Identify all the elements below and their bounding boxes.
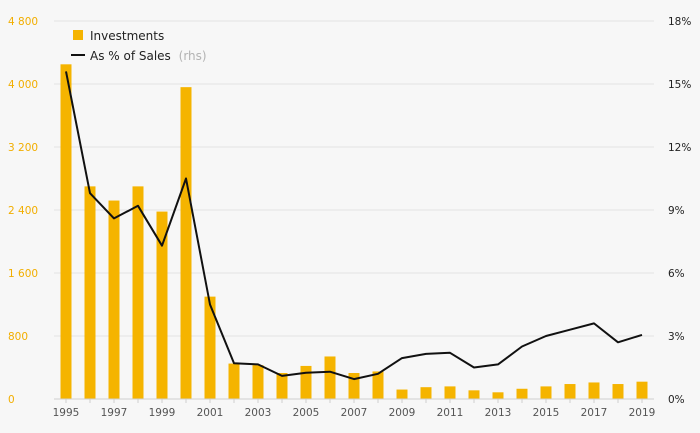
investment-bar	[372, 371, 384, 399]
investment-bar	[636, 381, 648, 399]
y-left-tick-label: 4 800	[8, 16, 38, 28]
x-tick-label: 2001	[197, 407, 224, 419]
investment-bar	[348, 373, 360, 399]
x-tick-label: 2011	[437, 407, 464, 419]
investment-bar	[180, 87, 192, 400]
y-right-tick-label: 6%	[668, 268, 685, 280]
x-tick-label: 2005	[293, 407, 320, 419]
investment-bar	[516, 388, 528, 399]
investment-bar	[60, 64, 72, 399]
investment-bar	[396, 389, 408, 399]
investment-bars	[60, 64, 648, 400]
legend-swatch-investments	[73, 30, 83, 40]
x-tick-label: 1997	[101, 407, 128, 419]
investment-bar	[276, 373, 288, 399]
y-right-tick-label: 3%	[668, 331, 685, 343]
investment-bar	[492, 392, 504, 399]
x-tick-label: 1999	[149, 407, 176, 419]
y-right-tick-label: 18%	[668, 16, 691, 28]
y-left-tick-label: 1 600	[8, 268, 38, 280]
x-tick-label: 2019	[629, 407, 656, 419]
investment-bar	[324, 356, 336, 399]
y-left-tick-label: 0	[8, 394, 15, 406]
investment-bar	[420, 387, 432, 399]
axes: 0 800 1 600 2 400 3 200 4 000 4 800 0% 3% 6% 9% 12%…	[8, 16, 691, 419]
x-tick-label: 2009	[389, 407, 416, 419]
legend-label-investments: Investments	[90, 29, 164, 43]
y-right-tick-label: 9%	[668, 205, 685, 217]
investment-bar	[468, 390, 480, 399]
y-right-tick-label: 0%	[668, 394, 685, 406]
y-left-tick-label: 3 200	[8, 142, 38, 154]
investment-bar	[444, 386, 456, 399]
investment-bar	[204, 296, 216, 399]
y-right-tick-label: 15%	[668, 79, 691, 91]
legend-label-sales-pct: As % of Sales (rhs)	[90, 49, 207, 63]
grid-lines	[54, 20, 654, 337]
legend-label-sales-pct-name: As % of Sales	[90, 49, 171, 63]
investment-bar	[540, 386, 552, 399]
legend-label-sales-pct-suffix: (rhs)	[179, 49, 207, 63]
investment-bar	[156, 211, 168, 399]
x-tick-label: 2015	[533, 407, 560, 419]
investment-bar	[252, 365, 264, 399]
y-left-tick-label: 2 400	[8, 205, 38, 217]
investment-bar	[300, 365, 312, 399]
x-tick-label: 2007	[341, 407, 368, 419]
investment-bar	[228, 363, 240, 399]
x-tick-label: 2003	[245, 407, 272, 419]
y-right-tick-label: 12%	[668, 142, 691, 154]
y-left-tick-label: 4 000	[8, 79, 38, 91]
sales-pct-line	[65, 71, 643, 381]
legend: Investments As % of Sales (rhs)	[71, 29, 207, 63]
sales-pct-line-group	[65, 71, 643, 381]
investment-bar	[108, 200, 120, 399]
y-left-tick-label: 800	[8, 331, 28, 343]
x-tick-label: 1995	[53, 407, 80, 419]
investment-bar	[132, 186, 144, 399]
x-tick-label: 2017	[581, 407, 608, 419]
investment-bar	[564, 384, 576, 399]
investment-bar	[84, 186, 96, 399]
investment-bar	[612, 384, 624, 399]
investment-bar	[588, 382, 600, 399]
x-tick-label: 2013	[485, 407, 512, 419]
